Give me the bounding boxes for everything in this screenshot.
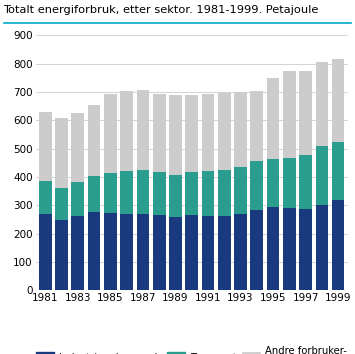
Bar bbox=[234, 92, 247, 167]
Bar bbox=[39, 215, 51, 290]
Bar bbox=[39, 113, 51, 181]
Bar bbox=[88, 176, 100, 212]
Bar bbox=[185, 172, 198, 215]
Bar bbox=[234, 167, 247, 214]
Bar bbox=[88, 212, 100, 290]
Bar bbox=[169, 175, 182, 217]
Bar bbox=[137, 215, 149, 290]
Bar bbox=[55, 188, 68, 220]
Bar bbox=[332, 59, 344, 142]
Legend: Industri og bergverk, Transport, Andre forbruker-
grupper: Industri og bergverk, Transport, Andre f… bbox=[36, 346, 347, 354]
Bar bbox=[299, 71, 312, 155]
Bar bbox=[137, 90, 149, 171]
Bar bbox=[250, 210, 263, 290]
Bar bbox=[169, 217, 182, 290]
Bar bbox=[316, 146, 328, 205]
Bar bbox=[299, 155, 312, 209]
Bar bbox=[283, 208, 296, 290]
Bar bbox=[218, 170, 231, 216]
Bar bbox=[71, 216, 84, 290]
Bar bbox=[332, 142, 344, 200]
Bar bbox=[218, 216, 231, 290]
Bar bbox=[120, 214, 133, 290]
Bar bbox=[88, 105, 100, 176]
Bar bbox=[234, 214, 247, 290]
Bar bbox=[153, 172, 165, 215]
Bar bbox=[316, 205, 328, 290]
Bar bbox=[120, 91, 133, 171]
Bar bbox=[250, 161, 263, 210]
Bar bbox=[202, 171, 214, 216]
Bar bbox=[39, 181, 51, 215]
Text: Totalt energiforbruk, etter sektor. 1981-1999. Petajoule: Totalt energiforbruk, etter sektor. 1981… bbox=[4, 5, 319, 15]
Bar bbox=[104, 213, 117, 290]
Bar bbox=[332, 200, 344, 290]
Bar bbox=[283, 158, 296, 208]
Bar bbox=[185, 95, 198, 172]
Bar bbox=[153, 94, 165, 172]
Bar bbox=[55, 118, 68, 188]
Bar bbox=[316, 62, 328, 146]
Bar bbox=[218, 93, 231, 170]
Bar bbox=[169, 95, 182, 175]
Bar bbox=[185, 215, 198, 290]
Bar bbox=[299, 209, 312, 290]
Bar bbox=[55, 220, 68, 290]
Bar bbox=[71, 182, 84, 216]
Bar bbox=[104, 173, 117, 213]
Bar bbox=[283, 72, 296, 158]
Bar bbox=[267, 79, 279, 159]
Bar bbox=[202, 216, 214, 290]
Bar bbox=[267, 207, 279, 290]
Bar bbox=[202, 94, 214, 171]
Bar bbox=[250, 91, 263, 161]
Bar bbox=[120, 171, 133, 214]
Bar bbox=[153, 215, 165, 290]
Bar bbox=[267, 159, 279, 207]
Bar bbox=[71, 113, 84, 182]
Bar bbox=[104, 94, 117, 173]
Bar bbox=[137, 171, 149, 215]
